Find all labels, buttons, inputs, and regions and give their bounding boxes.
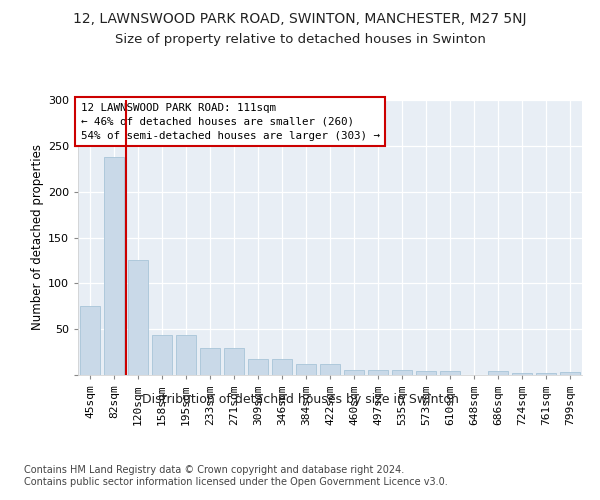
Y-axis label: Number of detached properties: Number of detached properties [31, 144, 44, 330]
Bar [248, 358, 268, 375]
Bar [200, 348, 220, 375]
Bar [80, 306, 100, 375]
Bar [224, 348, 244, 375]
Bar [440, 372, 460, 375]
Bar [176, 334, 196, 375]
Text: 12 LAWNSWOOD PARK ROAD: 111sqm
← 46% of detached houses are smaller (260)
54% of: 12 LAWNSWOOD PARK ROAD: 111sqm ← 46% of … [80, 103, 380, 141]
Bar [392, 370, 412, 375]
Bar [488, 372, 508, 375]
Bar [272, 358, 292, 375]
Text: Size of property relative to detached houses in Swinton: Size of property relative to detached ho… [115, 32, 485, 46]
Bar [536, 373, 556, 375]
Bar [560, 372, 580, 375]
Text: Distribution of detached houses by size in Swinton: Distribution of detached houses by size … [142, 392, 458, 406]
Bar [128, 260, 148, 375]
Bar [344, 370, 364, 375]
Text: Contains HM Land Registry data © Crown copyright and database right 2024.
Contai: Contains HM Land Registry data © Crown c… [24, 465, 448, 486]
Bar [152, 334, 172, 375]
Bar [104, 157, 124, 375]
Bar [416, 372, 436, 375]
Bar [368, 370, 388, 375]
Bar [296, 364, 316, 375]
Bar [512, 373, 532, 375]
Text: 12, LAWNSWOOD PARK ROAD, SWINTON, MANCHESTER, M27 5NJ: 12, LAWNSWOOD PARK ROAD, SWINTON, MANCHE… [73, 12, 527, 26]
Bar [320, 364, 340, 375]
